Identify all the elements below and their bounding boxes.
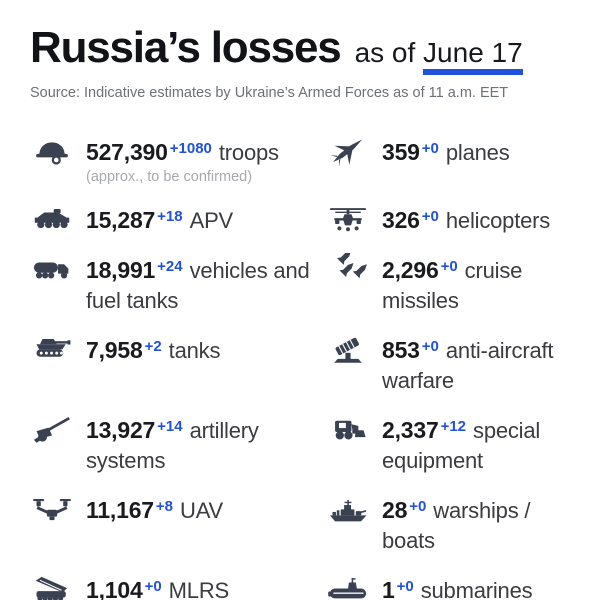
drone-icon [30,492,74,556]
stat-delta: +14 [157,418,183,435]
stat-value: 18,991 [86,257,156,283]
submarine-icon [326,572,370,600]
stat-label: tanks [168,338,221,363]
stat-delta: +0 [421,338,439,355]
howitzer-icon [30,412,74,476]
stat-delta: +0 [421,208,439,225]
stat-warships-boats: 28 +0 warships / boats [326,492,574,556]
stat-value: 1,104 [86,577,143,600]
stat-value: 326 [382,207,420,233]
stat-delta: +0 [421,140,439,157]
stat-value: 28 [382,497,408,523]
stat-anti-aircraft-warfare: 853 +0 anti-aircraft warfare [326,332,574,396]
stat-text: 853 +0 anti-aircraft warfare [382,332,574,396]
stat-label: cruise missiles [382,258,523,313]
apc-icon [30,202,74,236]
stat-value: 2,296 [382,257,439,283]
stat-label: warships / boats [382,498,531,553]
stat-text: 359 +0 planes [382,134,510,186]
stat-delta: +24 [157,258,183,275]
stat-note: (approx., to be confirmed) [86,169,253,185]
stat-label: special equipment [382,418,541,473]
stat-value: 527,390 [86,139,168,165]
fighter-jet-icon [326,134,370,186]
stat-uav: 11,167 +8 UAV [30,492,326,556]
stat-delta: +0 [144,578,162,595]
stat-text: 11,167 +8 UAV [86,492,223,556]
stat-text: 7,958 +2 tanks [86,332,220,396]
stat-label: artillery systems [86,418,259,473]
stat-value: 853 [382,337,420,363]
stat-value: 11,167 [86,497,154,523]
stat-delta: +0 [409,498,427,515]
helicopter-icon [326,202,370,236]
stat-planes: 359 +0 planes [326,134,574,186]
stat-label: helicopters [445,208,551,233]
stat-text: 2,337 +12 special equipment [382,412,574,476]
warship-icon [326,492,370,556]
stat-value: 2,337 [382,417,439,443]
stat-text: 1 +0 submarines [382,572,533,600]
stat-label: UAV [180,498,224,523]
stat-submarines: 1 +0 submarines [326,572,574,600]
stat-value: 1 [382,577,395,600]
stat-value: 7,958 [86,337,143,363]
stat-label: APV [189,208,234,233]
stat-delta: +0 [440,258,458,275]
page-title: Russia’s losses [30,23,342,72]
mlrs-icon [30,572,74,600]
source-line: Source: Indicative estimates by Ukraine’… [30,85,509,101]
tank-icon [30,332,74,396]
header: Russia’s losses as of June 17 [30,23,574,75]
stat-delta: +0 [396,578,414,595]
fuel-truck-icon [30,252,74,316]
stat-text: 527,390 +1080 troops (approx., to be confir… [86,134,279,186]
stat-label: submarines [420,578,533,600]
stat-label: troops [218,140,279,165]
as-of-prefix: as of [354,37,424,68]
stat-label: MLRS [168,578,230,600]
stat-delta: +12 [440,418,467,435]
stat-artillery-systems: 13,927 +14 artillery systems [30,412,326,476]
as-of-date: June 17 [423,37,523,75]
stat-text: 326 +0 helicopters [382,202,550,236]
stat-vehicles-and-fuel-tanks: 18,991 +24 vehicles and fuel tanks [30,252,326,316]
stat-delta: +18 [157,208,183,225]
stat-label: vehicles and fuel tanks [86,258,310,313]
stats-grid: 527,390 +1080 troops (approx., to be confir… [30,134,574,600]
helmet-icon [30,134,74,186]
stat-tanks: 7,958 +2 tanks [30,332,326,396]
stat-text: 1,104 +0 MLRS [86,572,229,600]
stat-cruise-missiles: 2,296 +0 cruise missiles [326,252,574,316]
stat-label: planes [445,140,510,165]
stat-text: 28 +0 warships / boats [382,492,574,556]
stat-value: 15,287 [86,207,156,233]
stat-helicopters: 326 +0 helicopters [326,202,574,236]
stat-value: 359 [382,139,420,165]
stat-text: 15,287 +18 APV [86,202,233,236]
stat-troops: 527,390 +1080 troops (approx., to be confir… [30,134,326,186]
stat-label: anti-aircraft warfare [382,338,554,393]
stat-delta: +2 [144,338,162,355]
missiles-icon [326,252,370,316]
stat-special-equipment: 2,337 +12 special equipment [326,412,574,476]
stat-delta: +8 [155,498,173,515]
front-loader-icon [326,412,370,476]
as-of-line: as of June 17 [354,37,523,75]
stat-text: 13,927 +14 artillery systems [86,412,326,476]
stat-mlrs: 1,104 +0 MLRS [30,572,326,600]
stat-delta: +1080 [169,140,212,157]
stat-apv: 15,287 +18 APV [30,202,326,236]
anti-aircraft-icon [326,332,370,396]
stat-value: 13,927 [86,417,156,443]
stat-text: 2,296 +0 cruise missiles [382,252,574,316]
stat-text: 18,991 +24 vehicles and fuel tanks [86,252,326,316]
